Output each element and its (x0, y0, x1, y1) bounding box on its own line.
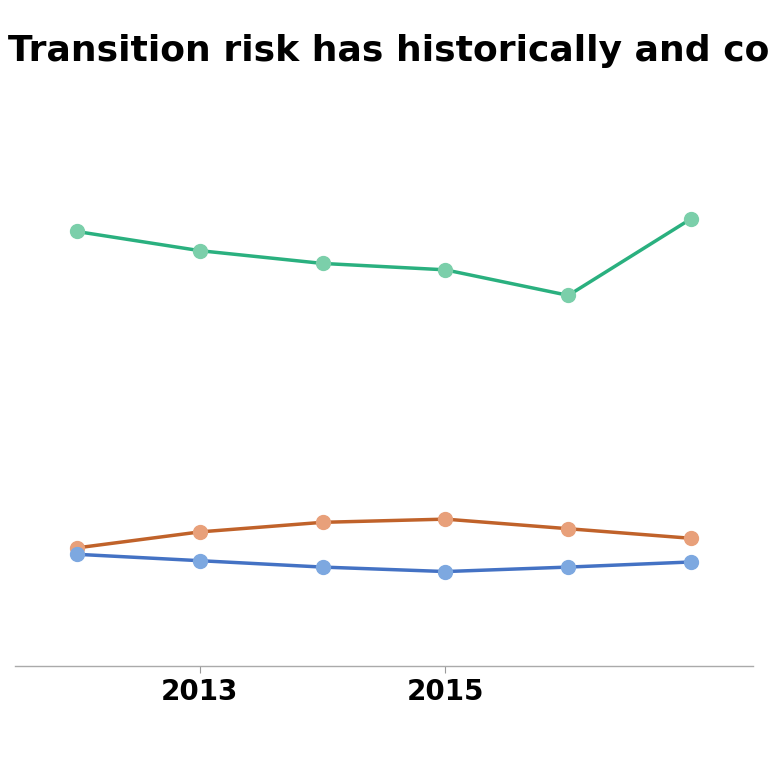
Text: Transition risk has historically and continues to dominate risk discussion in 10: Transition risk has historically and con… (8, 34, 768, 68)
